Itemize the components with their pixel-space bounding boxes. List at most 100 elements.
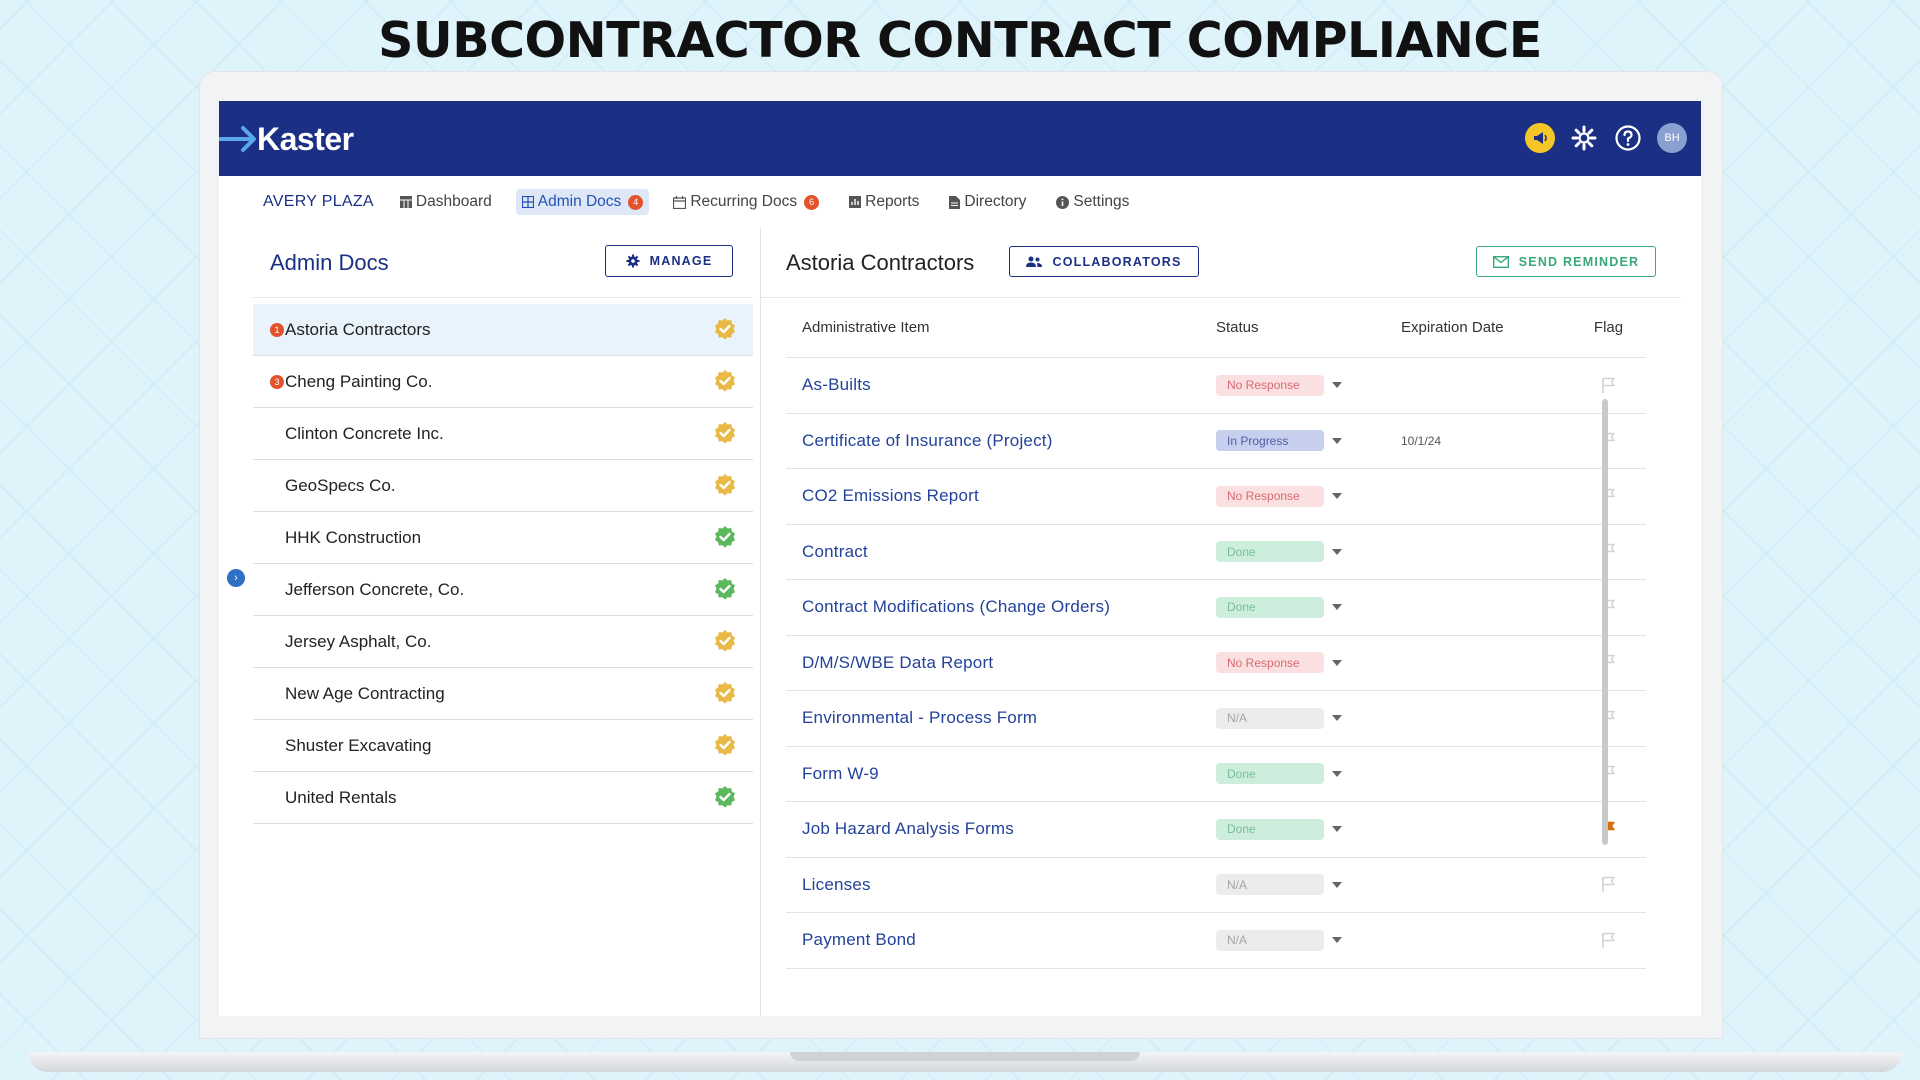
company-list-item[interactable]: New Age Contracting xyxy=(253,668,753,720)
nav-dashboard-label: Dashboard xyxy=(415,193,492,210)
table-row[interactable]: Job Hazard Analysis Forms Done xyxy=(786,802,1646,858)
companies-panel: Admin Docs MANAGE 1 Astoria Contractors 3 C… xyxy=(253,228,753,1016)
nav-settings[interactable]: Settings xyxy=(1050,189,1135,215)
table-row[interactable]: CO2 Emissions Report No Response xyxy=(786,469,1646,525)
company-list-item[interactable]: GeoSpecs Co. xyxy=(253,460,753,512)
status-dropdown[interactable]: Done xyxy=(1216,818,1401,840)
flag-toggle[interactable] xyxy=(1571,488,1646,505)
nav-admin-docs[interactable]: Admin Docs 4 xyxy=(515,189,650,215)
collaborators-button[interactable]: COLLABORATORS xyxy=(1009,246,1199,277)
flag-toggle[interactable] xyxy=(1571,599,1646,616)
status-dropdown[interactable]: No Response xyxy=(1216,652,1401,674)
app-screen: Kaster BH AVERY PLAZA Dashboard Admin Do… xyxy=(219,101,1701,1016)
chevron-down-icon[interactable] xyxy=(1332,937,1342,944)
flag-toggle[interactable] xyxy=(1571,543,1646,560)
status-dropdown[interactable]: In Progress xyxy=(1216,430,1401,452)
chevron-down-icon[interactable] xyxy=(1332,437,1342,444)
logo-text: Kaster xyxy=(257,120,354,157)
nav-admin-docs-label: Admin Docs xyxy=(537,193,622,210)
chevron-down-icon[interactable] xyxy=(1332,493,1342,500)
chevron-down-icon[interactable] xyxy=(1332,548,1342,555)
column-header-expiration[interactable]: Expiration Date xyxy=(1401,319,1504,336)
announcement-icon[interactable] xyxy=(1525,123,1555,153)
nav-recurring-docs[interactable]: Recurring Docs 6 xyxy=(667,189,825,215)
verified-badge-icon xyxy=(715,630,735,652)
admin-item-link[interactable]: Contract xyxy=(802,541,868,561)
flag-toggle[interactable] xyxy=(1571,654,1646,671)
column-header-status[interactable]: Status xyxy=(1216,319,1259,336)
company-list-item[interactable]: Shuster Excavating xyxy=(253,720,753,772)
table-scrollbar[interactable] xyxy=(1602,399,1608,845)
nav-directory[interactable]: Directory xyxy=(943,189,1032,215)
status-dropdown[interactable]: No Response xyxy=(1216,485,1401,507)
chevron-down-icon[interactable] xyxy=(1332,659,1342,666)
company-list-item[interactable]: Jersey Asphalt, Co. xyxy=(253,616,753,668)
send-reminder-button[interactable]: SEND REMINDER xyxy=(1476,246,1656,277)
company-list-item[interactable]: Jefferson Concrete, Co. xyxy=(253,564,753,616)
chevron-down-icon[interactable] xyxy=(1332,826,1342,833)
status-dropdown[interactable]: N/A xyxy=(1216,707,1401,729)
table-row[interactable]: Certificate of Insurance (Project) In Pro… xyxy=(786,414,1646,469)
chevron-down-icon[interactable] xyxy=(1332,881,1342,888)
company-list-item[interactable]: 3 Cheng Painting Co. xyxy=(253,356,753,408)
user-avatar[interactable]: BH xyxy=(1657,123,1687,153)
status-pill: N/A xyxy=(1216,874,1324,896)
admin-item-link[interactable]: As-Builts xyxy=(802,375,871,395)
admin-item-link[interactable]: Form W-9 xyxy=(802,763,879,783)
admin-item-link[interactable]: Environmental - Process Form xyxy=(802,708,1038,728)
admin-item-link[interactable]: Payment Bond xyxy=(802,930,916,950)
chevron-down-icon[interactable] xyxy=(1332,604,1342,611)
status-dropdown[interactable]: N/A xyxy=(1216,929,1401,951)
table-row[interactable]: Licenses N/A xyxy=(786,858,1646,913)
flag-toggle[interactable] xyxy=(1571,821,1646,838)
status-dropdown[interactable]: N/A xyxy=(1216,874,1401,896)
collapse-sidebar-button[interactable]: › xyxy=(227,569,245,587)
flag-toggle[interactable] xyxy=(1571,876,1646,893)
admin-item-link[interactable]: Licenses xyxy=(802,874,871,894)
nav-dashboard[interactable]: Dashboard xyxy=(394,189,498,215)
company-name: Shuster Excavating xyxy=(285,735,432,755)
gear-icon xyxy=(626,254,640,268)
gear-icon[interactable] xyxy=(1569,123,1599,153)
logo-arrow-icon xyxy=(219,126,256,152)
table-row[interactable]: Environmental - Process Form N/A xyxy=(786,691,1646,747)
chevron-down-icon[interactable] xyxy=(1332,382,1342,389)
help-icon[interactable] xyxy=(1613,123,1643,153)
verified-badge-icon xyxy=(715,682,735,704)
admin-item-link[interactable]: Certificate of Insurance (Project) xyxy=(802,430,1053,450)
chevron-down-icon[interactable] xyxy=(1332,715,1342,722)
company-list-item[interactable]: 1 Astoria Contractors xyxy=(253,304,753,356)
company-list-item[interactable]: Clinton Concrete Inc. xyxy=(253,408,753,460)
manage-button[interactable]: MANAGE xyxy=(605,245,733,277)
admin-item-link[interactable]: Contract Modifications (Change Orders) xyxy=(802,597,1111,617)
status-dropdown[interactable]: Done xyxy=(1216,541,1401,563)
table-row[interactable]: Form W-9 Done xyxy=(786,747,1646,802)
company-list-item[interactable]: HHK Construction xyxy=(253,512,753,564)
company-name: New Age Contracting xyxy=(285,683,445,703)
calendar-icon xyxy=(673,195,687,209)
chevron-down-icon[interactable] xyxy=(1332,770,1342,777)
status-dropdown[interactable]: Done xyxy=(1216,596,1401,618)
status-dropdown[interactable]: Done xyxy=(1216,763,1401,785)
project-name[interactable]: AVERY PLAZA xyxy=(263,193,374,210)
flag-toggle[interactable] xyxy=(1571,432,1646,449)
flag-toggle[interactable] xyxy=(1571,710,1646,727)
status-dropdown[interactable]: No Response xyxy=(1216,374,1401,396)
verified-badge-icon xyxy=(715,786,735,808)
table-row[interactable]: Contract Modifications (Change Orders) Do… xyxy=(786,580,1646,636)
kaster-logo[interactable]: Kaster xyxy=(219,119,354,159)
admin-item-link[interactable]: Job Hazard Analysis Forms xyxy=(802,819,1014,839)
nav-reports[interactable]: Reports xyxy=(843,189,925,215)
table-row[interactable]: Payment Bond N/A xyxy=(786,913,1646,969)
flag-toggle[interactable] xyxy=(1571,765,1646,782)
company-list-item[interactable]: United Rentals xyxy=(253,772,753,824)
table-row[interactable]: D/M/S/WBE Data Report No Response xyxy=(786,636,1646,691)
flag-toggle[interactable] xyxy=(1571,932,1646,949)
table-row[interactable]: As-Builts No Response xyxy=(786,358,1646,414)
flag-toggle[interactable] xyxy=(1571,377,1646,394)
admin-item-link[interactable]: D/M/S/WBE Data Report xyxy=(802,652,994,672)
column-header-item[interactable]: Administrative Item xyxy=(802,319,930,336)
table-row[interactable]: Contract Done xyxy=(786,525,1646,580)
admin-item-link[interactable]: CO2 Emissions Report xyxy=(802,486,979,506)
column-header-flag[interactable]: Flag xyxy=(1593,319,1624,336)
